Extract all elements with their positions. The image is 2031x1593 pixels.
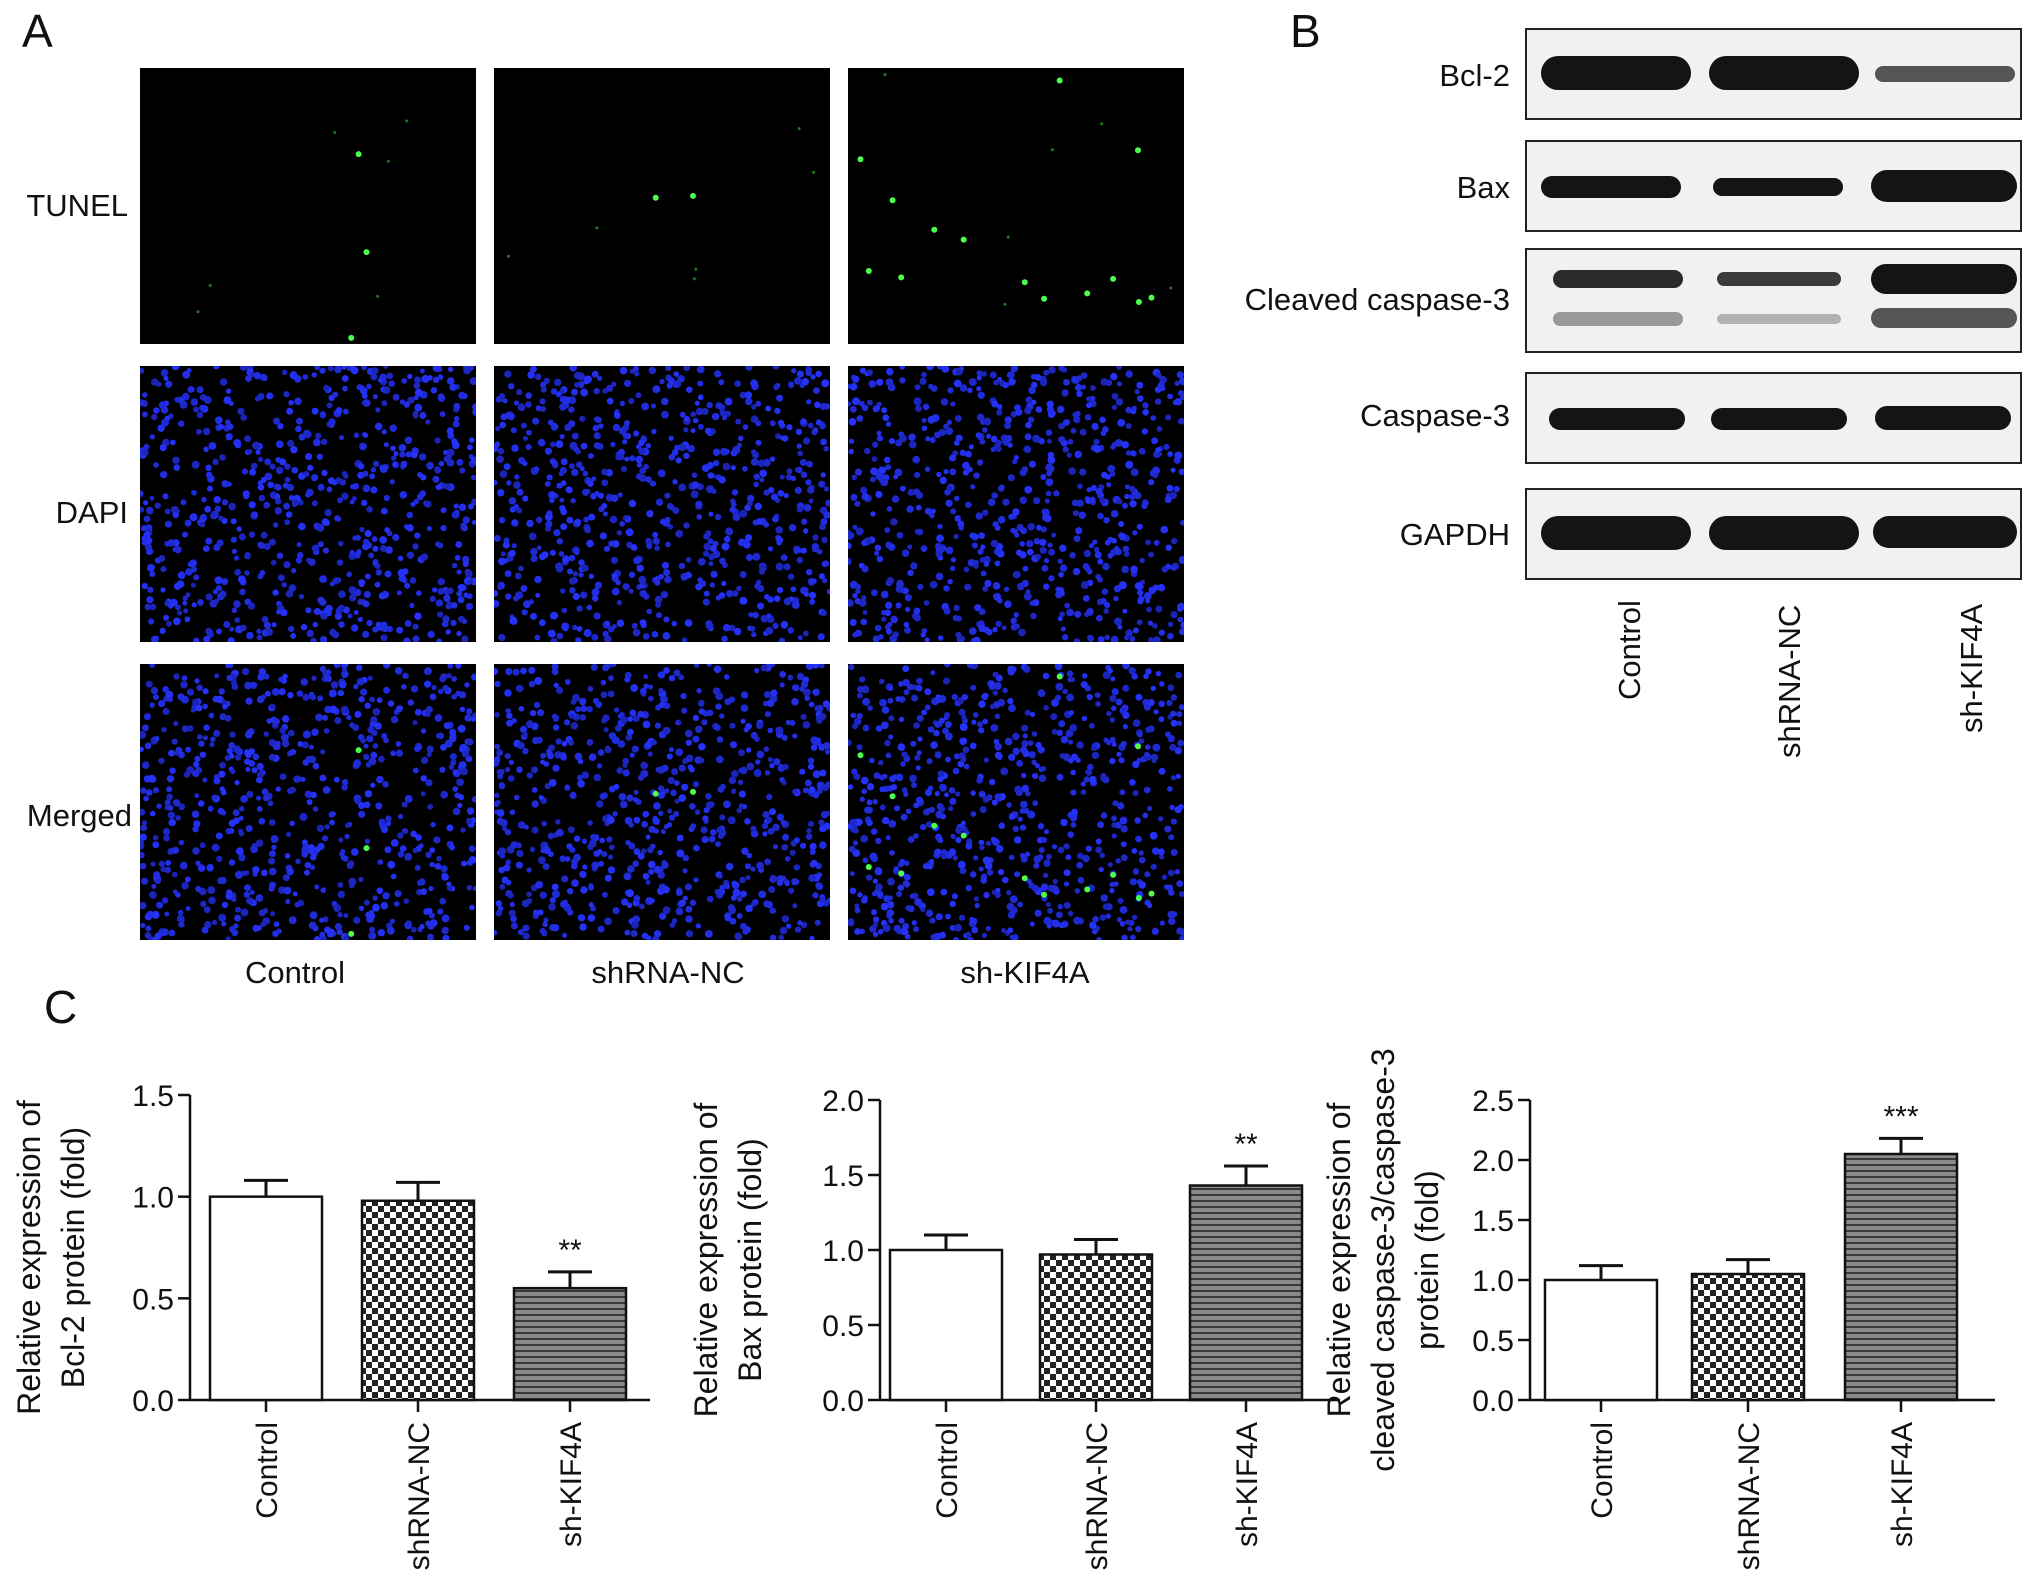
category-label: sh-KIF4A [1886, 1422, 1919, 1547]
band [1541, 516, 1691, 550]
micro-tile-merged-0 [140, 664, 476, 940]
panel-c-letter: C [44, 981, 78, 1033]
row-label-dapi: DAPI [55, 495, 128, 530]
significance-label: ** [558, 1234, 582, 1267]
band [1541, 56, 1691, 90]
y-axis-label: protein (fold) [1409, 1170, 1445, 1350]
bar [208, 1195, 324, 1402]
band [1549, 408, 1685, 430]
y-axis-label: Bax protein (fold) [732, 1138, 768, 1382]
category-label: shRNA-NC [403, 1422, 436, 1570]
y-tick-label: 0.5 [822, 1310, 864, 1343]
band [1871, 170, 2017, 202]
band [1713, 178, 1843, 196]
y-tick-label: 2.0 [1472, 1145, 1514, 1178]
bar-chart-1: 0.0 0.5 1.0 1.5 Control shRNA-NC ** sh-KIF4A Rel… [11, 1080, 650, 1570]
y-axis-label: Relative expression of [688, 1102, 724, 1417]
band [1717, 314, 1841, 324]
significance-label: *** [1883, 1100, 1918, 1133]
bar [1690, 1272, 1806, 1402]
category-label: Control [931, 1422, 964, 1519]
y-axis-label: Relative expression of [11, 1100, 47, 1415]
row-label-merged: Merged [26, 798, 132, 833]
bar [888, 1248, 1004, 1402]
col-label-control: Control [245, 955, 345, 990]
blot-strip-caspase3 [1525, 372, 2022, 464]
y-axis-label: Bcl-2 protein (fold) [55, 1127, 91, 1388]
band [1709, 56, 1859, 90]
blot-label-bax: Bax [1456, 170, 1510, 205]
y-tick-label: 1.5 [1472, 1205, 1514, 1238]
bar [512, 1286, 628, 1402]
blot-strip-bcl2 [1525, 28, 2022, 120]
col-label-sh-kif4a: sh-KIF4A [960, 955, 1090, 990]
micro-tile-dapi-1 [494, 366, 830, 642]
blot-label-bcl2: Bcl-2 [1439, 58, 1510, 93]
y-tick-label: 0.0 [132, 1385, 174, 1418]
micro-tile-tunel-2 [848, 68, 1184, 344]
bar [1843, 1152, 1959, 1402]
micro-tile-dapi-2 [848, 366, 1184, 642]
band [1871, 308, 2017, 328]
micro-tile-merged-2 [848, 664, 1184, 940]
category-label: shRNA-NC [1733, 1422, 1766, 1570]
blot-label-gapdh: GAPDH [1399, 517, 1510, 552]
bar-chart-2: 0.0 0.5 1.0 1.5 2.0 Control shRNA-NC ** sh-KIF4A… [688, 1085, 1340, 1570]
micro-tile-merged-1 [494, 664, 830, 940]
y-tick-label: 0.0 [1472, 1385, 1514, 1418]
bar [360, 1199, 476, 1402]
band [1553, 312, 1683, 326]
band [1875, 66, 2015, 82]
y-axis-label: cleaved caspase-3/caspase-3 [1365, 1048, 1401, 1471]
panel-b-letter: B [1290, 5, 1321, 57]
y-tick-label: 0.0 [822, 1385, 864, 1418]
bar [1188, 1184, 1304, 1402]
category-label: Control [251, 1422, 284, 1519]
y-tick-label: 0.5 [1472, 1325, 1514, 1358]
micro-tile-dapi-0 [140, 366, 476, 642]
significance-label: ** [1234, 1128, 1258, 1161]
y-tick-label: 1.0 [822, 1235, 864, 1268]
category-label: sh-KIF4A [1231, 1422, 1264, 1547]
bar [1543, 1278, 1659, 1402]
blot-strip-bax [1525, 140, 2022, 232]
band [1717, 272, 1841, 286]
y-tick-label: 1.0 [1472, 1265, 1514, 1298]
category-label: Control [1586, 1422, 1619, 1519]
panel-a-letter: A [22, 5, 53, 57]
y-tick-label: 1.0 [132, 1182, 174, 1215]
blot-strip-cleaved-caspase3 [1525, 248, 2022, 353]
micro-tile-tunel-1 [494, 68, 830, 344]
y-tick-label: 2.5 [1472, 1085, 1514, 1118]
y-tick-label: 1.5 [822, 1160, 864, 1193]
bar-chart-3: 0.0 0.5 1.0 1.5 2.0 2.5 Control shRNA-NC *** sh-K… [1321, 1048, 1995, 1570]
row-label-tunel: TUNEL [26, 188, 128, 223]
y-tick-label: 2.0 [822, 1085, 864, 1118]
band [1553, 270, 1683, 288]
y-tick-label: 0.5 [132, 1283, 174, 1316]
band [1709, 516, 1859, 550]
category-label: sh-KIF4A [555, 1422, 588, 1547]
band [1711, 408, 1847, 430]
band [1871, 264, 2017, 294]
blot-label-cleaved-caspase3: Cleaved caspase-3 [1244, 282, 1510, 317]
blot-strip-gapdh [1525, 488, 2022, 580]
micro-tile-tunel-0 [140, 68, 476, 344]
band [1541, 176, 1681, 198]
y-axis-label: Relative expression of [1321, 1102, 1357, 1417]
col-label-shrna-nc: shRNA-NC [591, 955, 745, 990]
band [1875, 406, 2011, 430]
blot-label-caspase3: Caspase-3 [1360, 398, 1510, 433]
band [1873, 516, 2017, 548]
y-tick-label: 1.5 [132, 1080, 174, 1113]
bar [1038, 1253, 1154, 1402]
category-label: shRNA-NC [1081, 1422, 1114, 1570]
